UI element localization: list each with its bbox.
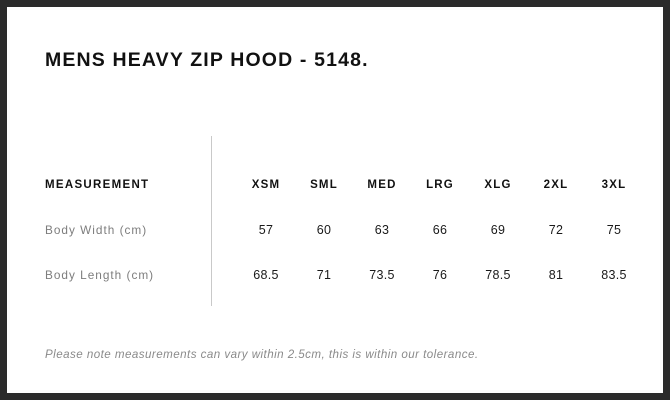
- tolerance-footnote: Please note measurements can vary within…: [45, 348, 479, 361]
- size-header-xlg: XLG: [484, 178, 512, 191]
- measurement-column-header: MEASUREMENT: [45, 178, 150, 191]
- cell-body-length-3xl: 83.5: [601, 267, 627, 282]
- size-header-2xl: 2XL: [543, 178, 569, 191]
- row-label-body-length: Body Length (cm): [45, 267, 155, 282]
- size-header-3xl: 3XL: [601, 178, 627, 191]
- cell-body-width-3xl: 75: [606, 222, 622, 237]
- cell-body-length-xsm: 68.5: [253, 267, 279, 282]
- cell-body-length-sml: 71: [316, 267, 332, 282]
- row-values-body-length: 68.5 71 73.5 76 78.5 81 83.5: [237, 252, 643, 297]
- cell-body-width-xsm: 57: [258, 222, 274, 237]
- cell-body-length-lrg: 76: [432, 267, 448, 282]
- cell-body-length-2xl: 81: [548, 267, 564, 282]
- cell-body-width-lrg: 66: [432, 222, 448, 237]
- page-title: MENS HEAVY ZIP HOOD - 5148.: [45, 49, 369, 71]
- row-values-body-width: 57 60 63 66 69 72 75: [237, 207, 643, 252]
- size-chart-content: MENS HEAVY ZIP HOOD - 5148. MEASUREMENT …: [7, 7, 663, 393]
- size-table: MEASUREMENT XSM SML MED LRG XLG 2XL 3XL …: [7, 162, 663, 297]
- row-label-body-width: Body Width (cm): [45, 222, 148, 237]
- size-header-cells: XSM SML MED LRG XLG 2XL 3XL: [237, 162, 643, 207]
- cell-body-width-xlg: 69: [490, 222, 506, 237]
- table-row: Body Width (cm) 57 60 63 66 69 72 75: [7, 207, 663, 252]
- cell-body-width-sml: 60: [316, 222, 332, 237]
- table-vertical-divider: [211, 136, 212, 306]
- table-header-row: MEASUREMENT XSM SML MED LRG XLG 2XL 3XL: [7, 162, 663, 207]
- size-header-xsm: XSM: [251, 178, 281, 191]
- size-header-lrg: LRG: [426, 178, 454, 191]
- cell-body-length-med: 73.5: [369, 267, 395, 282]
- size-header-med: MED: [367, 178, 397, 191]
- size-header-sml: SML: [310, 178, 338, 191]
- cell-body-width-med: 63: [374, 222, 390, 237]
- cell-body-width-2xl: 72: [548, 222, 564, 237]
- cell-body-length-xlg: 78.5: [485, 267, 511, 282]
- table-row: Body Length (cm) 68.5 71 73.5 76 78.5 81…: [7, 252, 663, 297]
